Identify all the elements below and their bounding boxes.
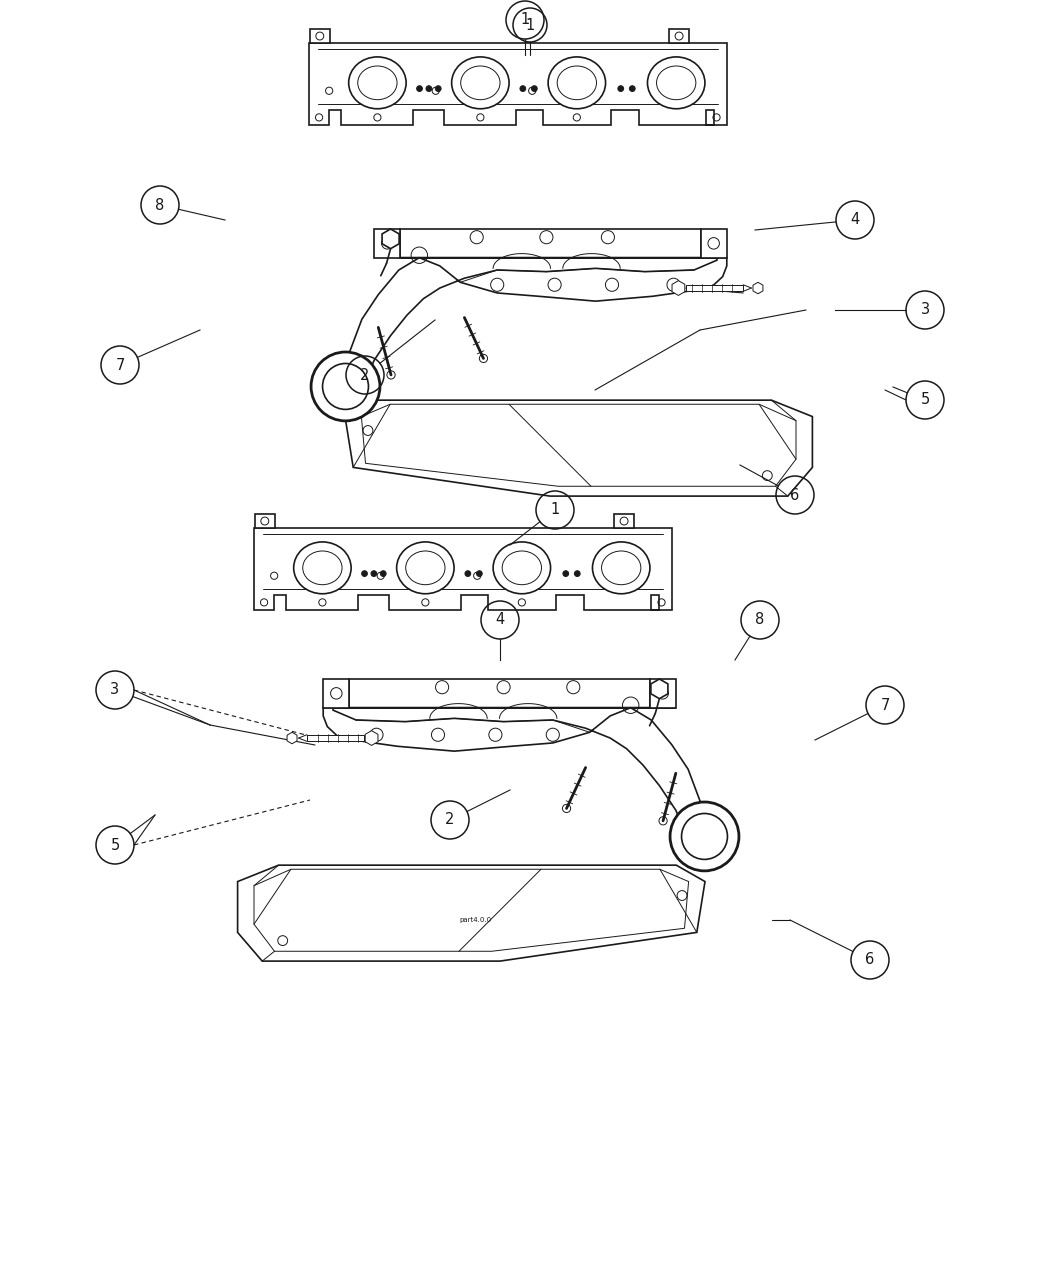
Text: part4.0.0: part4.0.0: [459, 917, 491, 923]
Circle shape: [548, 278, 561, 291]
Circle shape: [477, 571, 482, 576]
Circle shape: [426, 85, 432, 92]
Polygon shape: [307, 734, 364, 741]
Text: 4: 4: [850, 213, 860, 227]
Circle shape: [563, 571, 569, 576]
Polygon shape: [350, 680, 650, 708]
Text: 1: 1: [550, 502, 560, 518]
Text: 3: 3: [921, 302, 929, 317]
Ellipse shape: [494, 542, 550, 594]
Circle shape: [520, 85, 526, 92]
Polygon shape: [374, 230, 400, 258]
Text: 3: 3: [110, 682, 120, 697]
Circle shape: [380, 571, 386, 576]
Circle shape: [531, 85, 538, 92]
Polygon shape: [400, 230, 700, 258]
Text: 8: 8: [755, 612, 764, 627]
Text: 8: 8: [155, 198, 165, 213]
Circle shape: [606, 278, 618, 291]
Circle shape: [667, 278, 680, 291]
Circle shape: [574, 571, 581, 576]
Polygon shape: [323, 708, 717, 863]
Polygon shape: [333, 258, 727, 413]
Text: 7: 7: [116, 357, 125, 372]
Text: 2: 2: [445, 812, 455, 827]
Polygon shape: [310, 29, 330, 43]
Text: 1: 1: [525, 18, 534, 32]
Circle shape: [563, 805, 570, 812]
Polygon shape: [650, 680, 676, 708]
Ellipse shape: [548, 57, 606, 108]
Circle shape: [670, 802, 739, 871]
Circle shape: [659, 817, 667, 825]
Polygon shape: [255, 514, 275, 528]
Polygon shape: [254, 528, 672, 609]
Circle shape: [370, 728, 383, 741]
Circle shape: [654, 683, 665, 695]
Polygon shape: [614, 514, 634, 528]
Circle shape: [361, 571, 368, 576]
Ellipse shape: [397, 542, 454, 594]
Circle shape: [617, 85, 624, 92]
Polygon shape: [323, 680, 350, 708]
Ellipse shape: [294, 542, 351, 594]
Circle shape: [371, 571, 377, 576]
Polygon shape: [309, 43, 727, 125]
Circle shape: [546, 728, 560, 741]
Circle shape: [432, 728, 444, 741]
Ellipse shape: [349, 57, 406, 108]
Text: 2: 2: [360, 367, 370, 382]
Circle shape: [385, 233, 396, 245]
Polygon shape: [669, 29, 689, 43]
Text: 7: 7: [880, 697, 889, 713]
Circle shape: [436, 85, 441, 92]
Ellipse shape: [592, 542, 650, 594]
Circle shape: [322, 363, 369, 409]
Text: 5: 5: [110, 838, 120, 853]
Ellipse shape: [452, 57, 509, 108]
Circle shape: [489, 728, 502, 741]
Circle shape: [490, 278, 504, 291]
Text: 6: 6: [791, 487, 800, 502]
Circle shape: [417, 85, 422, 92]
Circle shape: [629, 85, 635, 92]
Circle shape: [311, 352, 380, 421]
Polygon shape: [686, 284, 743, 291]
Ellipse shape: [648, 57, 705, 108]
Text: 5: 5: [921, 393, 929, 408]
Circle shape: [480, 354, 487, 362]
Circle shape: [387, 371, 395, 379]
Polygon shape: [700, 230, 727, 258]
Text: 6: 6: [865, 952, 875, 968]
Polygon shape: [237, 866, 705, 961]
Circle shape: [465, 571, 470, 576]
Circle shape: [681, 813, 728, 859]
Text: 4: 4: [496, 612, 505, 627]
Text: 1: 1: [521, 13, 529, 28]
Polygon shape: [345, 400, 813, 496]
